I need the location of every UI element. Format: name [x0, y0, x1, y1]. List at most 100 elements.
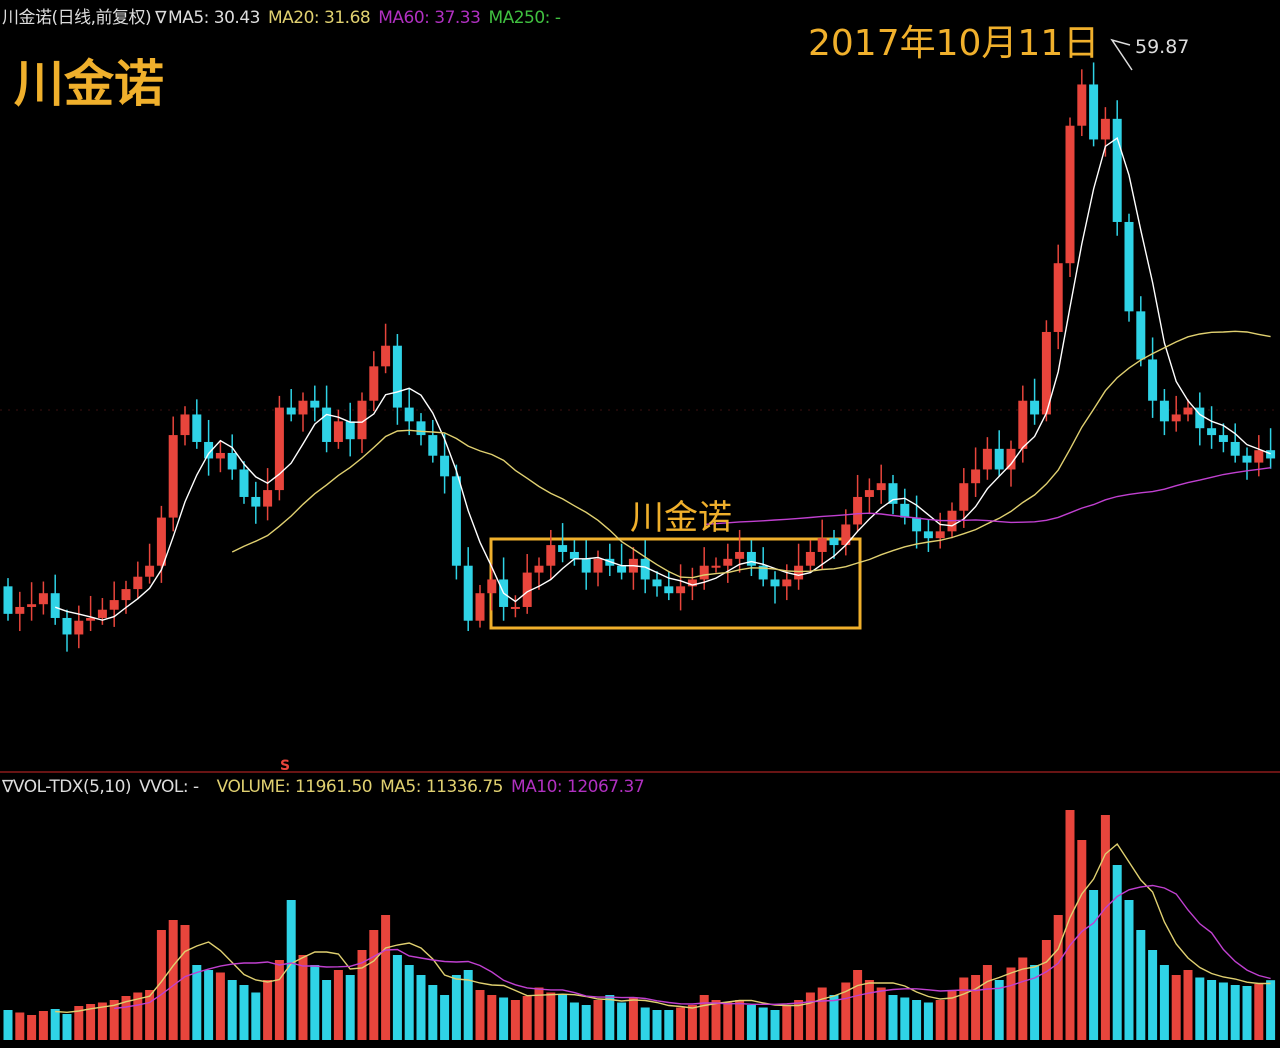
candle-body [369, 366, 379, 401]
candle-body [664, 586, 674, 594]
candle-body [1100, 118, 1110, 140]
candle-body [971, 469, 981, 484]
candle-body [687, 579, 697, 587]
candle-body [841, 524, 851, 546]
moving-averages [54, 136, 1271, 1014]
candle-body [746, 551, 756, 566]
candle-body [428, 435, 438, 456]
collapse-marker[interactable]: ∇ [155, 8, 167, 28]
volume-bar [723, 1002, 733, 1040]
volume-bar [841, 982, 851, 1040]
candle-body [805, 551, 815, 566]
volume-bar [817, 987, 827, 1040]
candle-body [794, 565, 804, 580]
candle-body [62, 617, 72, 635]
candle-body [1195, 407, 1205, 429]
candle-body [345, 421, 355, 440]
candle-body [853, 496, 863, 525]
candle-body [451, 476, 461, 566]
volume-bar [1030, 965, 1040, 1040]
volume-bar [15, 1012, 25, 1040]
volume-bar [192, 965, 202, 1040]
volume-bar [853, 970, 863, 1040]
candle-body [676, 586, 686, 594]
volume-bar [27, 1015, 37, 1040]
candle-body [440, 455, 450, 477]
volume-bar [971, 975, 981, 1040]
candle-body [74, 620, 84, 635]
candle-body [15, 606, 25, 614]
volume-bar [463, 970, 473, 1040]
volume-bar [1100, 815, 1110, 1040]
volume-indicator-label[interactable]: ∇VOL-TDX(5,10) [2, 777, 132, 797]
volume-bar [251, 992, 261, 1040]
volume-bar [1183, 970, 1193, 1040]
volume-bar [735, 1000, 745, 1040]
ma5-line [54, 136, 1271, 621]
candle-body [3, 586, 13, 614]
candle-body [1112, 118, 1122, 222]
candles [3, 62, 1276, 652]
volume-bar [1065, 810, 1075, 1040]
volume-bar [947, 990, 957, 1040]
volume-bar [239, 985, 249, 1040]
volume-bar [1124, 900, 1134, 1040]
candle-body [982, 448, 992, 470]
ma60-line [704, 467, 1271, 526]
volume-bar [628, 997, 638, 1040]
candle-body [1136, 311, 1146, 360]
candle-body [640, 558, 650, 580]
vvol-readout: VVOL: - [139, 777, 199, 797]
candle-body [994, 448, 1004, 470]
candle-body [357, 400, 367, 440]
candle-body [1053, 263, 1063, 332]
volume-bar [1041, 940, 1051, 1040]
volume-bar [1230, 985, 1240, 1040]
candle-body [1124, 221, 1134, 312]
candle-body [310, 400, 320, 408]
candle-body [50, 593, 60, 618]
volume-bar [1254, 984, 1264, 1040]
volume-bar [959, 977, 969, 1040]
volume-ma10-line [114, 884, 1271, 1010]
candle-body [829, 538, 839, 546]
candle-body [817, 538, 827, 552]
volume-bar [829, 995, 839, 1040]
candle-body [1183, 407, 1193, 415]
volume-bar [558, 995, 568, 1040]
volume-bar [1077, 840, 1087, 1040]
ma20-readout: MA20: 31.68 [267, 8, 371, 28]
volume-bar [794, 1000, 804, 1040]
volume-bar [1159, 965, 1169, 1040]
stock-name-title: 川金诺 [14, 55, 164, 113]
ma5-readout: MA5: 30.43 [168, 8, 260, 28]
volume-bars [3, 810, 1276, 1040]
volume-bar [581, 1005, 591, 1040]
candle-body [522, 572, 532, 607]
candle-body [263, 490, 273, 507]
volume-bar [711, 1000, 721, 1040]
volume-bar [156, 930, 166, 1040]
candle-body [581, 558, 591, 573]
volume-bar [121, 996, 131, 1040]
signal-marker: S [280, 758, 290, 774]
volume-panel-header: ∇VOL-TDX(5,10) VVOL: - VOLUME: 11961.50 MA5… [2, 777, 652, 797]
candle-body [97, 609, 107, 618]
candle-body [215, 452, 225, 459]
volume-bar [109, 1000, 119, 1040]
volume-bar [180, 925, 190, 1040]
candle-body [145, 565, 155, 577]
volume-bar [62, 1014, 72, 1040]
candle-body [864, 490, 874, 497]
volume-bar [1171, 975, 1181, 1040]
volume-ma5-line [55, 842, 1271, 1014]
volume-bar [746, 1005, 756, 1040]
peak-price-label: 59.87 [1135, 36, 1190, 58]
candle-body [121, 589, 131, 601]
volume-bar [652, 1010, 662, 1040]
volume-bar [298, 955, 308, 1040]
candle-body [487, 579, 497, 594]
candle-body [888, 483, 898, 504]
